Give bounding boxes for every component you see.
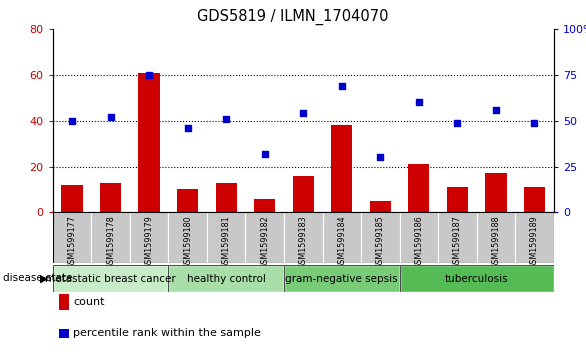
Text: GSM1599186: GSM1599186 [414,215,423,269]
Bar [53,265,168,292]
Point [222,116,231,122]
Point [298,110,308,116]
Text: count: count [73,297,105,307]
Text: GSM1599187: GSM1599187 [453,215,462,269]
Bar [91,212,130,263]
Bar [216,183,237,212]
Bar [207,212,246,263]
Text: GSM1599182: GSM1599182 [260,215,269,269]
Point [144,72,154,78]
Bar [168,212,207,263]
Text: gram-negative sepsis: gram-negative sepsis [285,274,398,284]
Text: GSM1599183: GSM1599183 [299,215,308,269]
Bar [53,212,91,263]
Text: GSM1599179: GSM1599179 [145,215,154,269]
Bar [292,176,314,212]
Bar [53,265,168,292]
Text: ▶: ▶ [39,273,48,284]
Bar [370,201,391,212]
Text: metastatic breast cancer: metastatic breast cancer [45,274,176,284]
Bar [284,265,400,292]
Bar [130,212,168,263]
Bar [400,265,554,292]
Point [337,83,346,89]
Bar [476,212,515,263]
Text: GSM1599184: GSM1599184 [338,215,346,269]
Point [453,120,462,126]
Point [260,151,270,156]
Text: GSM1599185: GSM1599185 [376,215,385,269]
Text: GSM1599189: GSM1599189 [530,215,539,269]
Bar [408,164,430,212]
Bar [400,265,554,292]
Point [106,114,115,120]
Point [491,107,500,113]
Text: GSM1599181: GSM1599181 [222,215,231,269]
Bar [515,212,554,263]
Bar [168,265,284,292]
Point [376,155,385,160]
Bar [62,185,83,212]
Point [67,118,77,123]
Text: GSM1599178: GSM1599178 [106,215,115,269]
Bar [284,265,400,292]
Bar [246,212,284,263]
Text: tuberculosis: tuberculosis [445,274,509,284]
Bar [138,73,160,212]
Bar [361,212,400,263]
Text: GSM1599180: GSM1599180 [183,215,192,269]
Point [530,120,539,126]
Bar [168,265,284,292]
Bar [177,189,198,212]
Bar [322,212,361,263]
Text: disease state: disease state [3,273,73,284]
Text: healthy control: healthy control [187,274,265,284]
Bar [485,174,506,212]
Text: GSM1599188: GSM1599188 [492,215,500,269]
Bar [400,212,438,263]
Bar [100,183,121,212]
Text: GSM1599177: GSM1599177 [67,215,77,269]
Bar [331,125,352,212]
Text: percentile rank within the sample: percentile rank within the sample [73,328,261,338]
Text: GDS5819 / ILMN_1704070: GDS5819 / ILMN_1704070 [197,9,389,25]
Bar [524,187,545,212]
Point [414,99,424,105]
Bar [447,187,468,212]
Bar [254,199,275,212]
Bar [284,212,322,263]
Bar [438,212,476,263]
Point [183,125,192,131]
